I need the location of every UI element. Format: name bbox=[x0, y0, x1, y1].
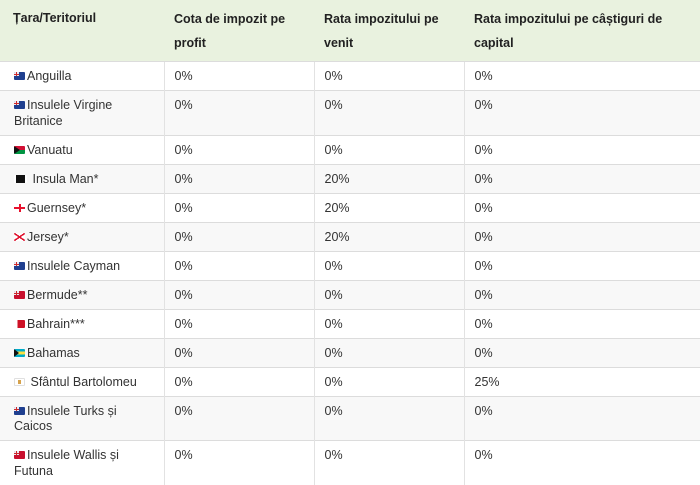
country-cell: Sfântul Bartolomeu bbox=[0, 368, 164, 397]
income-tax-cell: 0% bbox=[314, 397, 464, 441]
profit-tax-cell: 0% bbox=[164, 397, 314, 441]
country-name: Insulele Turks și Caicos bbox=[14, 404, 117, 433]
profit-tax-cell: 0% bbox=[164, 62, 314, 91]
profit-tax-cell: 0% bbox=[164, 252, 314, 281]
country-name: Sfântul Bartolomeu bbox=[30, 375, 136, 389]
header-capital-gains-tax: Rata impozitului pe câștiguri de capital bbox=[464, 0, 700, 62]
table-row: Bahamas 0% 0% 0% bbox=[0, 339, 700, 368]
table-row: Sfântul Bartolomeu 0% 0% 25% bbox=[0, 368, 700, 397]
income-tax-cell: 20% bbox=[314, 223, 464, 252]
cayman-islands-flag-icon bbox=[14, 262, 25, 270]
profit-tax-cell: 0% bbox=[164, 223, 314, 252]
country-cell: Insulele Turks și Caicos bbox=[0, 397, 164, 441]
income-tax-cell: 0% bbox=[314, 62, 464, 91]
profit-tax-cell: 0% bbox=[164, 281, 314, 310]
header-country: Țara/Teritoriul bbox=[0, 0, 164, 62]
income-tax-cell: 0% bbox=[314, 368, 464, 397]
income-tax-cell: 20% bbox=[314, 194, 464, 223]
profit-tax-cell: 0% bbox=[164, 165, 314, 194]
bahrain-flag-icon bbox=[14, 320, 25, 328]
table-row: Guernsey* 0% 20% 0% bbox=[0, 194, 700, 223]
table-row: Insulele Virgine Britanice 0% 0% 0% bbox=[0, 91, 700, 136]
country-cell: Bahrain*** bbox=[0, 310, 164, 339]
country-name: Insulele Cayman bbox=[27, 259, 120, 273]
table-row: Insulele Cayman 0% 0% 0% bbox=[0, 252, 700, 281]
turks-and-caicos-flag-icon bbox=[14, 407, 25, 415]
income-tax-cell: 0% bbox=[314, 441, 464, 485]
country-name: Insulele Wallis și Futuna bbox=[14, 448, 119, 478]
table-row: Insulele Turks și Caicos 0% 0% 0% bbox=[0, 397, 700, 441]
table-row: Bahrain*** 0% 0% 0% bbox=[0, 310, 700, 339]
capital-gains-cell: 0% bbox=[464, 252, 700, 281]
country-name: Bermude** bbox=[27, 288, 87, 302]
wallis-and-futuna-flag-icon bbox=[14, 451, 25, 459]
capital-gains-cell: 0% bbox=[464, 223, 700, 252]
table-header: Țara/Teritoriul Cota de impozit pe profi… bbox=[0, 0, 700, 62]
country-cell: Insulele Virgine Britanice bbox=[0, 91, 164, 136]
country-cell: Insulele Wallis și Futuna bbox=[0, 441, 164, 485]
header-income-tax: Rata impozitului pe venit bbox=[314, 0, 464, 62]
table-body: Anguilla 0% 0% 0% Insulele Virgine Brita… bbox=[0, 62, 700, 485]
isle-of-man-flag-icon bbox=[14, 175, 27, 183]
british-virgin-islands-flag-icon bbox=[14, 101, 25, 109]
profit-tax-cell: 0% bbox=[164, 339, 314, 368]
profit-tax-cell: 0% bbox=[164, 194, 314, 223]
income-tax-cell: 0% bbox=[314, 91, 464, 136]
capital-gains-cell: 25% bbox=[464, 368, 700, 397]
bermuda-flag-icon bbox=[14, 291, 25, 299]
capital-gains-cell: 0% bbox=[464, 194, 700, 223]
table-row: Vanuatu 0% 0% 0% bbox=[0, 136, 700, 165]
country-cell: Bermude** bbox=[0, 281, 164, 310]
header-row: Țara/Teritoriul Cota de impozit pe profi… bbox=[0, 0, 700, 62]
anguilla-flag-icon bbox=[14, 72, 25, 80]
vanuatu-flag-icon bbox=[14, 146, 25, 154]
capital-gains-cell: 0% bbox=[464, 339, 700, 368]
country-name: Guernsey* bbox=[27, 201, 86, 215]
country-cell: Vanuatu bbox=[0, 136, 164, 165]
table-row: Insula Man* 0% 20% 0% bbox=[0, 165, 700, 194]
capital-gains-cell: 0% bbox=[464, 397, 700, 441]
capital-gains-cell: 0% bbox=[464, 310, 700, 339]
country-cell: Jersey* bbox=[0, 223, 164, 252]
capital-gains-cell: 0% bbox=[464, 136, 700, 165]
guernsey-flag-icon bbox=[14, 204, 25, 212]
capital-gains-cell: 0% bbox=[464, 441, 700, 485]
country-cell: Bahamas bbox=[0, 339, 164, 368]
table-row: Insulele Wallis și Futuna 0% 0% 0% bbox=[0, 441, 700, 485]
country-cell: Anguilla bbox=[0, 62, 164, 91]
capital-gains-cell: 0% bbox=[464, 281, 700, 310]
table-row: Jersey* 0% 20% 0% bbox=[0, 223, 700, 252]
table-row: Anguilla 0% 0% 0% bbox=[0, 62, 700, 91]
profit-tax-cell: 0% bbox=[164, 310, 314, 339]
country-name: Vanuatu bbox=[27, 143, 73, 157]
bahamas-flag-icon bbox=[14, 349, 25, 357]
header-profit-tax: Cota de impozit pe profit bbox=[164, 0, 314, 62]
country-cell: Insulele Cayman bbox=[0, 252, 164, 281]
jersey-flag-icon bbox=[14, 233, 25, 241]
income-tax-cell: 20% bbox=[314, 165, 464, 194]
capital-gains-cell: 0% bbox=[464, 91, 700, 136]
country-cell: Insula Man* bbox=[0, 165, 164, 194]
profit-tax-cell: 0% bbox=[164, 441, 314, 485]
income-tax-cell: 0% bbox=[314, 310, 464, 339]
profit-tax-cell: 0% bbox=[164, 368, 314, 397]
income-tax-cell: 0% bbox=[314, 281, 464, 310]
profit-tax-cell: 0% bbox=[164, 91, 314, 136]
country-name: Bahamas bbox=[27, 346, 80, 360]
table-row: Bermude** 0% 0% 0% bbox=[0, 281, 700, 310]
country-name: Bahrain*** bbox=[27, 317, 85, 331]
saint-barthelemy-flag-icon bbox=[14, 378, 25, 386]
country-name: Jersey* bbox=[27, 230, 69, 244]
capital-gains-cell: 0% bbox=[464, 165, 700, 194]
income-tax-cell: 0% bbox=[314, 252, 464, 281]
capital-gains-cell: 0% bbox=[464, 62, 700, 91]
country-name: Insula Man* bbox=[32, 172, 98, 186]
profit-tax-cell: 0% bbox=[164, 136, 314, 165]
income-tax-cell: 0% bbox=[314, 136, 464, 165]
country-cell: Guernsey* bbox=[0, 194, 164, 223]
income-tax-cell: 0% bbox=[314, 339, 464, 368]
country-name: Anguilla bbox=[27, 69, 71, 83]
country-name: Insulele Virgine Britanice bbox=[14, 98, 112, 128]
